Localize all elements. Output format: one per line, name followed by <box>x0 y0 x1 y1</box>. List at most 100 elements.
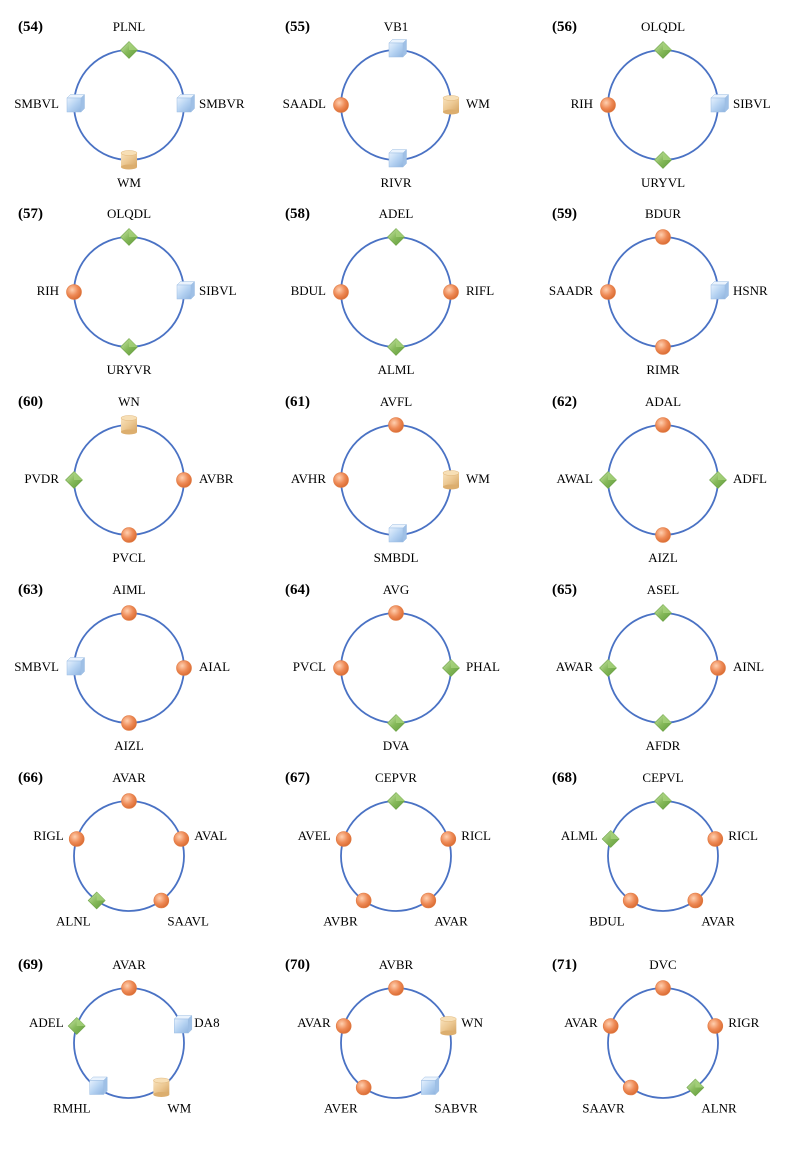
motif-ring <box>607 612 719 724</box>
motif-number-label: (55) <box>285 19 310 35</box>
node-label-RIH: RIH <box>571 96 593 111</box>
node-label-AVAR: AVAR <box>112 957 146 972</box>
AINL-node-circle <box>710 660 726 676</box>
node-label-BDUL: BDUL <box>291 283 326 298</box>
node-label-URYVR: URYVR <box>107 362 152 377</box>
node-label-AVER: AVER <box>324 1100 358 1115</box>
SAAVL-node-circle <box>153 892 170 909</box>
motif-54: (54) PLNL SMBVR WM SMBVL <box>14 19 245 190</box>
node-label-AVAR: AVAR <box>112 770 146 785</box>
motif-ring <box>340 800 452 912</box>
node-label-ALML: ALML <box>561 828 598 843</box>
node-label-VB1: VB1 <box>384 19 409 34</box>
motif-number-label: (70) <box>285 957 310 973</box>
node-label-DVA: DVA <box>383 738 410 753</box>
node-label-RIH: RIH <box>37 283 59 298</box>
motif-number-label: (60) <box>18 394 43 410</box>
AVAR-node-circle <box>602 1018 619 1034</box>
AVAR-node-circle <box>121 980 137 996</box>
SIBVL-node-cube <box>176 280 196 300</box>
AFDR-node-diamond <box>654 714 672 732</box>
node-label-ADFL: ADFL <box>733 471 767 486</box>
motif-55: (55) VB1 WM RIVR SAADL <box>283 19 491 190</box>
motif-ring <box>340 612 452 724</box>
node-label-WN: WN <box>118 394 140 409</box>
node-label-CEPVR: CEPVR <box>375 770 417 785</box>
node-label-AIAL: AIAL <box>199 659 230 674</box>
motif-57: (57) OLQDL SIBVL URYVR RIH <box>18 206 237 377</box>
node-label-AVAR: AVAR <box>564 1015 598 1030</box>
WM-node-cylinder <box>442 95 460 115</box>
motif-68: (68) CEPVL RICL AVAR BDUL ALML <box>552 770 758 928</box>
motif-67: (67) CEPVR RICL AVAR AVBR AVEL <box>285 770 491 928</box>
node-label-SIBVL: SIBVL <box>733 96 771 111</box>
SABVR-node-cube <box>420 1076 440 1096</box>
node-label-RICL: RICL <box>728 828 758 843</box>
PHAL-node-diamond <box>442 659 460 677</box>
node-label-AVAR: AVAR <box>701 913 735 928</box>
BDUL-node-circle <box>333 284 349 300</box>
node-label-AVFL: AVFL <box>380 394 412 409</box>
motif-number-label: (71) <box>552 957 577 973</box>
node-label-PVCL: PVCL <box>112 550 145 565</box>
node-label-AVBR: AVBR <box>323 913 358 928</box>
node-label-AVBR: AVBR <box>199 471 234 486</box>
SAAVR-node-circle <box>622 1079 639 1096</box>
node-label-AVBR: AVBR <box>379 957 414 972</box>
PVCL-node-circle <box>333 660 349 676</box>
WM-node-cylinder <box>120 150 138 170</box>
AIML-node-circle <box>121 605 137 621</box>
motif-number-label: (61) <box>285 394 310 410</box>
WM-node-cylinder <box>153 1077 170 1097</box>
HSNR-node-cube <box>710 280 730 300</box>
WM-node-cylinder <box>442 470 460 490</box>
OLQDL-node-diamond <box>654 41 672 59</box>
node-label-ADAL: ADAL <box>645 394 681 409</box>
RICL-node-circle <box>707 831 724 847</box>
node-label-PHAL: PHAL <box>466 659 500 674</box>
node-label-AVAR: AVAR <box>434 913 468 928</box>
PVCL-node-circle <box>121 527 137 543</box>
motif-number-label: (59) <box>552 206 577 222</box>
RIGR-node-circle <box>707 1018 724 1034</box>
node-label-BDUL: BDUL <box>589 913 624 928</box>
node-label-RIVR: RIVR <box>380 175 411 190</box>
motif-number-label: (62) <box>552 394 577 410</box>
node-label-SAAVL: SAAVL <box>167 913 209 928</box>
node-label-RIMR: RIMR <box>646 362 680 377</box>
ASEL-node-diamond <box>654 604 672 622</box>
DVA-node-diamond <box>387 714 405 732</box>
motif-ring <box>607 49 719 161</box>
motif-number-label: (54) <box>18 19 43 35</box>
node-label-SMBVL: SMBVL <box>14 96 59 111</box>
node-label-AFDR: AFDR <box>646 738 681 753</box>
AVG-node-circle <box>388 605 404 621</box>
node-label-DA8: DA8 <box>194 1015 219 1030</box>
node-label-AIZL: AIZL <box>648 550 678 565</box>
node-label-ALNL: ALNL <box>56 913 91 928</box>
node-label-SAADL: SAADL <box>283 96 326 111</box>
motif-70: (70) AVBR WN SABVR AVER AVAR <box>285 957 484 1115</box>
motif-58: (58) ADEL RIFL ALML BDUL <box>285 206 494 377</box>
node-label-SIBVL: SIBVL <box>199 283 237 298</box>
node-label-SMBDL: SMBDL <box>374 550 419 565</box>
motif-number-label: (63) <box>18 582 43 598</box>
ADAL-node-circle <box>655 417 671 433</box>
CEPVR-node-diamond <box>387 792 405 810</box>
AVFL-node-circle <box>388 417 404 433</box>
node-label-ALNR: ALNR <box>701 1100 737 1115</box>
AVAL-node-circle <box>173 831 190 847</box>
SMBDL-node-cube <box>388 523 408 543</box>
node-label-OLQDL: OLQDL <box>107 206 151 221</box>
SMBVL-node-cube <box>66 656 86 676</box>
ADEL-node-diamond <box>67 1017 86 1035</box>
motif-number-label: (69) <box>18 957 43 973</box>
AVHR-node-circle <box>333 472 349 488</box>
ALML-node-diamond <box>387 338 405 356</box>
motif-ring <box>73 49 185 161</box>
motif-ring <box>607 424 719 536</box>
node-label-SMBVR: SMBVR <box>199 96 245 111</box>
node-label-AWAL: AWAL <box>556 471 593 486</box>
node-label-WM: WM <box>466 96 490 111</box>
